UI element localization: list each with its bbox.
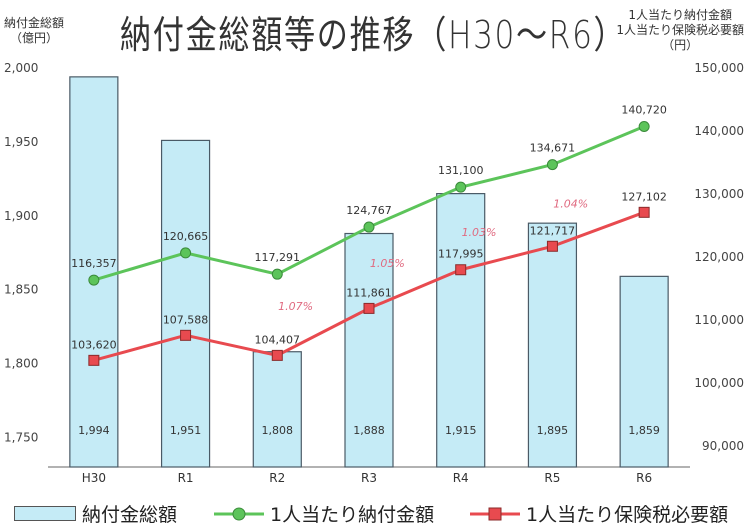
point-value-label: 103,620 <box>71 338 117 351</box>
bar-value-label: 1,808 <box>262 424 294 437</box>
ratio-annotation: 1.03% <box>462 226 497 239</box>
bar-value-label: 1,895 <box>537 424 569 437</box>
point-value-label: 121,717 <box>530 224 576 237</box>
red-point <box>88 354 100 366</box>
left-tick-label: 1,850 <box>4 283 38 297</box>
bar <box>344 232 394 468</box>
legend-item-green: 1人当たり納付金額 <box>214 500 434 527</box>
green-line-circle-icon <box>214 507 264 520</box>
green-point <box>88 274 100 286</box>
red-point <box>455 264 467 276</box>
point-value-label: 107,588 <box>163 313 209 326</box>
right-axis-label: 1人当たり納付金額 1人当たり保険税必要額 （円） <box>616 8 744 53</box>
green-point <box>363 221 375 233</box>
green-point <box>638 120 650 132</box>
left-tick-label: 1,750 <box>4 430 38 444</box>
point-value-label: 120,665 <box>163 230 209 243</box>
green-point <box>271 268 283 280</box>
point-value-label: 131,100 <box>438 164 484 177</box>
right-axis-label-unit: （円） <box>662 38 699 52</box>
right-tick-label: 90,000 <box>702 439 744 453</box>
right-tick-label: 110,000 <box>694 313 744 327</box>
bar <box>69 76 119 468</box>
bar-value-label: 1,994 <box>78 424 110 437</box>
x-tick-label: R1 <box>178 471 194 485</box>
bar <box>527 222 578 468</box>
legend-item-bar: 納付金総額 <box>14 500 177 527</box>
bar <box>436 193 486 468</box>
x-tick-label: R5 <box>544 471 560 485</box>
point-value-label: 117,291 <box>255 251 301 264</box>
legend-label: 納付金総額 <box>82 504 178 526</box>
point-value-label: 127,102 <box>621 190 667 203</box>
point-value-label: 124,767 <box>346 204 392 217</box>
point-value-label: 116,357 <box>71 257 117 270</box>
point-value-label: 111,861 <box>346 286 392 299</box>
left-tick-label: 1,950 <box>4 135 38 149</box>
red-point <box>363 302 375 314</box>
bar <box>619 275 669 468</box>
bar-value-label: 1,859 <box>628 424 660 437</box>
green-point <box>180 247 192 259</box>
right-tick-label: 140,000 <box>694 124 744 138</box>
point-value-label: 134,671 <box>530 142 576 155</box>
green-point <box>546 159 558 171</box>
left-axis-label-line: 納付金総額 <box>4 16 65 30</box>
x-tick-label: R4 <box>453 471 469 485</box>
point-value-label: 140,720 <box>621 103 667 116</box>
bar-value-label: 1,951 <box>170 424 202 437</box>
left-axis-label-unit: （億円） <box>10 31 59 45</box>
legend-item-red: 1人当たり保険税必要額 <box>470 500 728 527</box>
bar <box>252 351 302 468</box>
red-point <box>638 206 650 218</box>
bar-swatch-icon <box>14 506 76 521</box>
left-tick-label: 1,800 <box>4 357 38 371</box>
ratio-annotation: 1.04% <box>553 197 588 210</box>
red-point <box>546 240 558 252</box>
point-value-label: 104,407 <box>255 333 301 346</box>
chart-title: 納付金総額等の推移（H30～R6） <box>120 13 627 57</box>
red-line-square-icon <box>470 507 520 520</box>
right-axis-label-line1: 1人当たり納付金額 <box>628 8 732 22</box>
legend: 納付金総額 1人当たり納付金額 1人当たり保険税必要額 <box>0 500 750 528</box>
right-axis-label-line2: 1人当たり保険税必要額 <box>616 23 744 37</box>
right-tick-label: 130,000 <box>694 187 744 201</box>
right-tick-label: 100,000 <box>694 376 744 390</box>
red-point <box>180 329 192 341</box>
point-value-label: 117,995 <box>438 248 484 261</box>
green-point <box>455 181 467 193</box>
x-tick-label: R6 <box>636 471 652 485</box>
left-axis-label: 納付金総額 （億円） <box>4 16 64 46</box>
x-tick-label: H30 <box>82 471 106 485</box>
bar-value-label: 1,915 <box>445 424 477 437</box>
red-point <box>271 349 283 361</box>
ratio-annotation: 1.07% <box>278 300 313 313</box>
bar <box>160 139 211 468</box>
legend-label: 1人当たり保険税必要額 <box>526 504 729 526</box>
left-tick-label: 2,000 <box>4 61 38 75</box>
x-tick-label: R2 <box>269 471 285 485</box>
bar-value-label: 1,888 <box>353 424 385 437</box>
x-tick-label: R3 <box>361 471 377 485</box>
right-tick-label: 150,000 <box>694 61 744 75</box>
legend-label: 1人当たり納付金額 <box>270 504 435 526</box>
left-tick-label: 1,900 <box>4 209 38 223</box>
ratio-annotation: 1.05% <box>370 257 405 270</box>
right-tick-label: 120,000 <box>694 250 744 264</box>
